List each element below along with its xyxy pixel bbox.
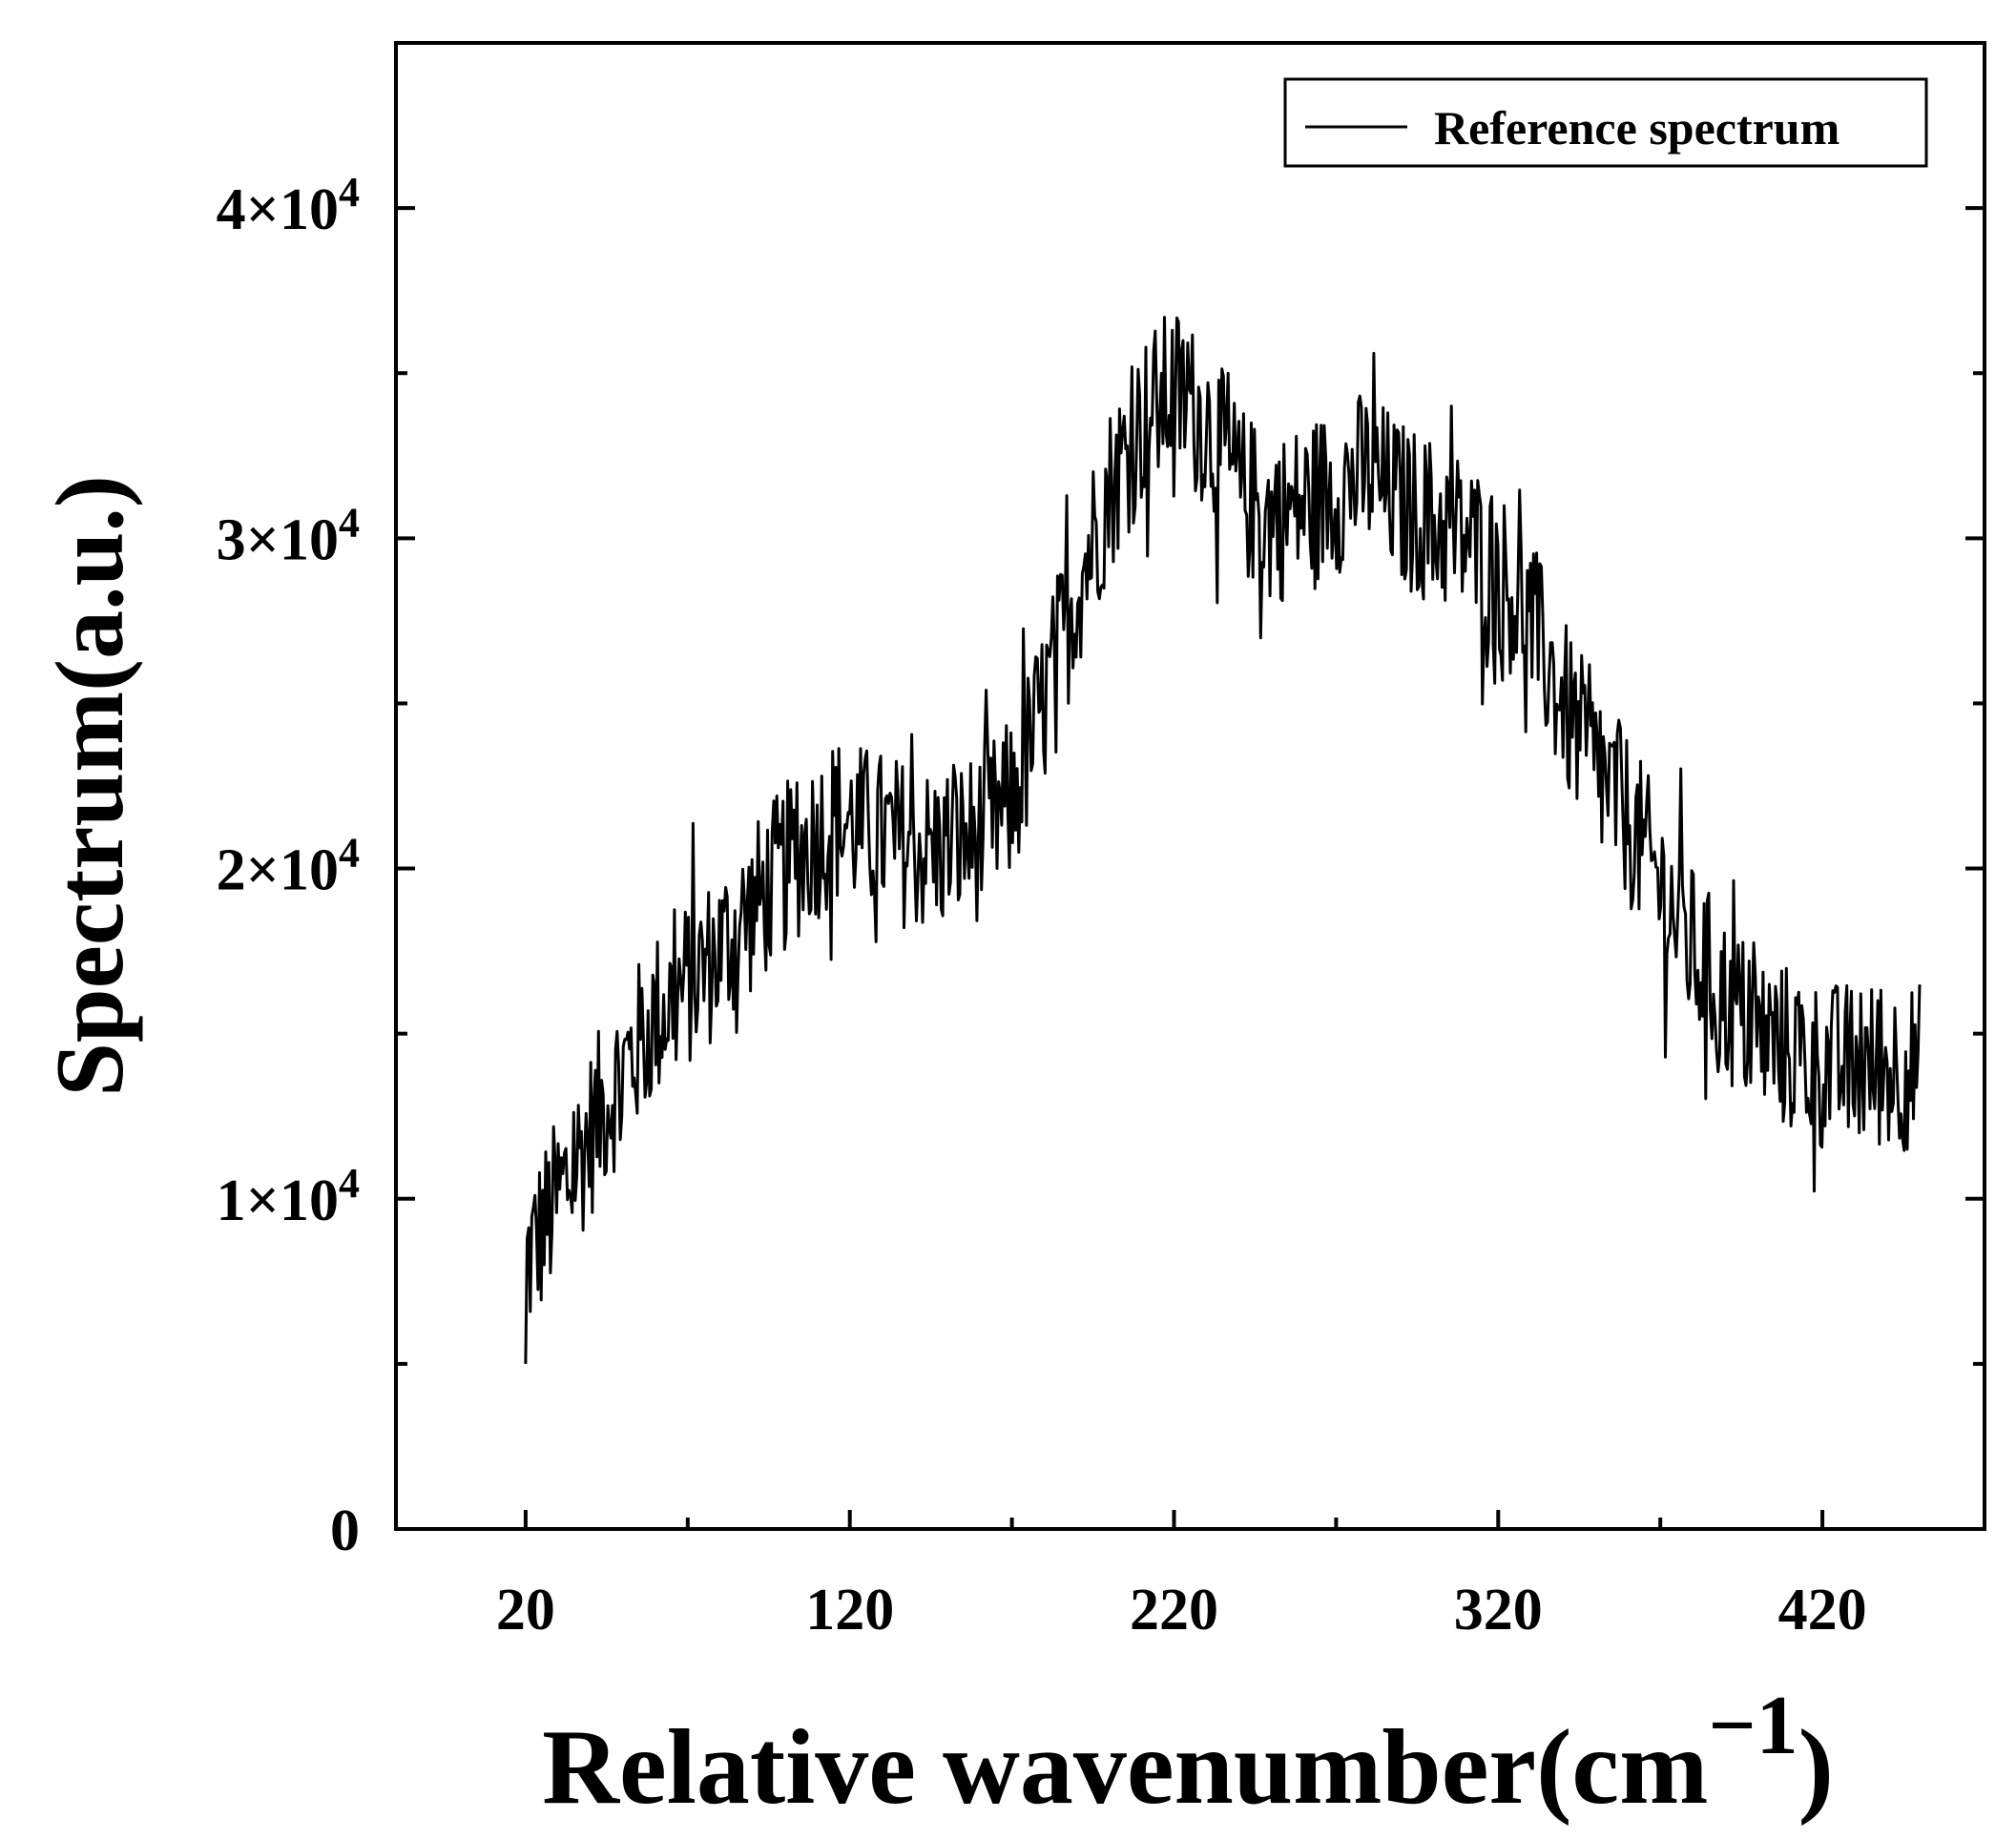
y-tick-label: 3×104 xyxy=(217,499,360,572)
y-tick-label: 0 xyxy=(330,1498,360,1563)
x-axis-title-main: Relative wavenumber(cm xyxy=(542,1708,1708,1827)
x-tick-label: 420 xyxy=(1778,1578,1867,1643)
legend: Reference spectrum xyxy=(1283,77,1928,168)
x-tick-label: 220 xyxy=(1130,1578,1218,1643)
y-tick-label: 2×104 xyxy=(217,830,360,903)
x-axis-title-close: ) xyxy=(1798,1708,1834,1827)
x-axis-title: Relative wavenumber(cm−1) xyxy=(542,1680,1834,1827)
y-axis-ticks: 0 1×104 2×104 3×104 4×104 xyxy=(217,169,1985,1563)
x-axis-title-superscript: −1 xyxy=(1708,1680,1798,1772)
y-tick-label: 1×104 xyxy=(217,1160,360,1233)
x-tick-label: 320 xyxy=(1454,1578,1543,1643)
legend-label: Reference spectrum xyxy=(1434,101,1839,155)
legend-box xyxy=(1283,77,1928,168)
y-axis-title: Spectrum(a.u.) xyxy=(36,475,144,1097)
x-tick-label: 120 xyxy=(805,1578,894,1643)
plot-area xyxy=(394,41,1986,1531)
x-axis-ticks: 20 120 220 320 420 xyxy=(496,1510,1867,1643)
x-tick-label: 20 xyxy=(496,1578,555,1643)
axes-frame xyxy=(394,41,1986,1531)
series-reference-spectrum xyxy=(524,316,1922,1364)
y-tick-label: 4×104 xyxy=(217,169,360,242)
